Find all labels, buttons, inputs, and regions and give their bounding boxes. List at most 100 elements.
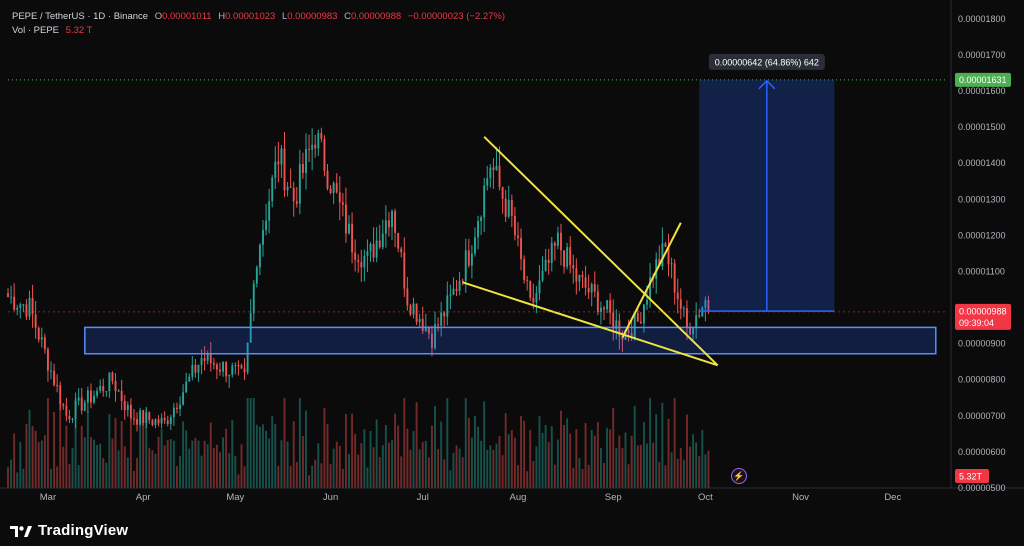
- y-tick-label: 0.00001600: [958, 86, 1006, 96]
- volume-bar: [652, 442, 655, 488]
- volume-bar: [34, 430, 37, 488]
- volume-bar: [105, 462, 108, 488]
- candle-body: [639, 321, 642, 324]
- candle-body: [25, 304, 28, 317]
- volume-bar: [609, 429, 612, 488]
- volume-bar: [258, 426, 261, 488]
- candle-body: [701, 307, 704, 317]
- candle-body: [80, 397, 83, 411]
- volume-bar: [486, 449, 489, 488]
- volume-bar: [587, 464, 590, 488]
- candle-body: [590, 284, 593, 293]
- candle-body: [667, 246, 670, 265]
- volume-bar: [406, 428, 409, 488]
- candle-body: [117, 390, 120, 392]
- volume-bar: [179, 456, 181, 488]
- volume-bar: [676, 458, 679, 488]
- candle-body: [332, 183, 335, 194]
- candle-body: [636, 313, 639, 322]
- volume-bar: [16, 472, 19, 488]
- candle-body: [225, 362, 228, 377]
- volume-bar: [77, 465, 80, 488]
- candle-body: [341, 202, 344, 205]
- y-tick-label: 0.00000500: [958, 483, 1006, 493]
- volume-bar: [74, 398, 77, 488]
- volume-bar: [154, 453, 157, 488]
- volume-bar: [560, 410, 562, 488]
- volume-bar: [289, 465, 292, 488]
- candle-body: [145, 412, 148, 424]
- candle-body: [31, 297, 34, 315]
- volume-bar: [381, 445, 384, 488]
- volume-bars: [7, 398, 710, 488]
- volume-label[interactable]: Vol · PEPE: [12, 25, 59, 36]
- volume-bar: [615, 447, 618, 488]
- projection-label: 0.00000642 (64.86%) 642: [715, 57, 819, 67]
- volume-bar: [19, 441, 22, 488]
- volume-bar: [553, 464, 556, 488]
- candle-body: [363, 255, 366, 268]
- candle-body: [160, 417, 163, 424]
- price-badges: 0.00001631 0.00000988 09:39:04 5.32T: [955, 72, 1011, 483]
- volume-bar: [655, 414, 658, 488]
- volume-bar: [123, 446, 126, 488]
- candle-body: [489, 167, 492, 179]
- candle-body: [646, 300, 648, 305]
- candle-body: [477, 220, 479, 238]
- candle-body: [357, 259, 360, 263]
- volume-bar: [40, 440, 43, 488]
- volume-bar: [157, 436, 160, 488]
- candle-body: [283, 148, 286, 191]
- volume-bar: [323, 407, 326, 488]
- volume-bar: [649, 398, 652, 488]
- volume-bar: [400, 456, 403, 488]
- volume-bar: [360, 443, 363, 488]
- volume-bar: [523, 420, 526, 488]
- candle-body: [633, 313, 636, 338]
- lightning-icon[interactable]: ⚡: [731, 468, 747, 484]
- candle-body: [547, 259, 550, 263]
- candle-body: [105, 391, 108, 393]
- volume-bar: [271, 416, 274, 488]
- candle-body: [139, 410, 142, 425]
- candle-body: [89, 390, 92, 403]
- volume-bar: [252, 398, 255, 488]
- volume-bar: [46, 398, 49, 488]
- candle-body: [400, 248, 403, 253]
- close-value: 0.00000988: [350, 11, 402, 22]
- volume-bar: [517, 465, 519, 488]
- volume-bar: [237, 474, 240, 488]
- candle-body: [74, 400, 77, 420]
- candle-body: [246, 342, 249, 373]
- volume-bar: [163, 445, 166, 488]
- candle-body: [317, 132, 320, 149]
- candle-body: [255, 267, 258, 284]
- candle-body: [682, 308, 685, 310]
- volume-bar: [274, 424, 277, 488]
- y-tick-label: 0.00001500: [958, 122, 1006, 132]
- candle-body: [237, 365, 240, 367]
- candle-body: [102, 385, 105, 392]
- x-axis: Mar Apr May Jun Jul Aug Sep Oct Nov Dec: [0, 487, 1024, 503]
- candle-body: [326, 170, 329, 189]
- high-label: H: [218, 11, 226, 22]
- candle-body: [206, 353, 209, 361]
- y-tick-label: 0.00001200: [958, 230, 1006, 240]
- candle-body: [504, 198, 507, 217]
- y-tick-label: 0.00001700: [958, 50, 1006, 60]
- candle-body: [612, 312, 615, 330]
- volume-bar: [96, 445, 99, 488]
- volume-bar: [240, 444, 243, 488]
- brand[interactable]: TradingView: [10, 522, 128, 539]
- candle-body: [129, 404, 132, 419]
- candle-body: [387, 220, 390, 228]
- candle-body: [354, 252, 357, 260]
- volume-bar: [305, 410, 307, 488]
- candle-body: [344, 204, 347, 234]
- volume-bar: [590, 429, 593, 488]
- symbol-title[interactable]: PEPE / TetherUS · 1D · Binance: [12, 11, 149, 22]
- candle-body: [486, 178, 489, 186]
- volume-bar: [53, 411, 56, 488]
- volume-bar: [550, 426, 553, 488]
